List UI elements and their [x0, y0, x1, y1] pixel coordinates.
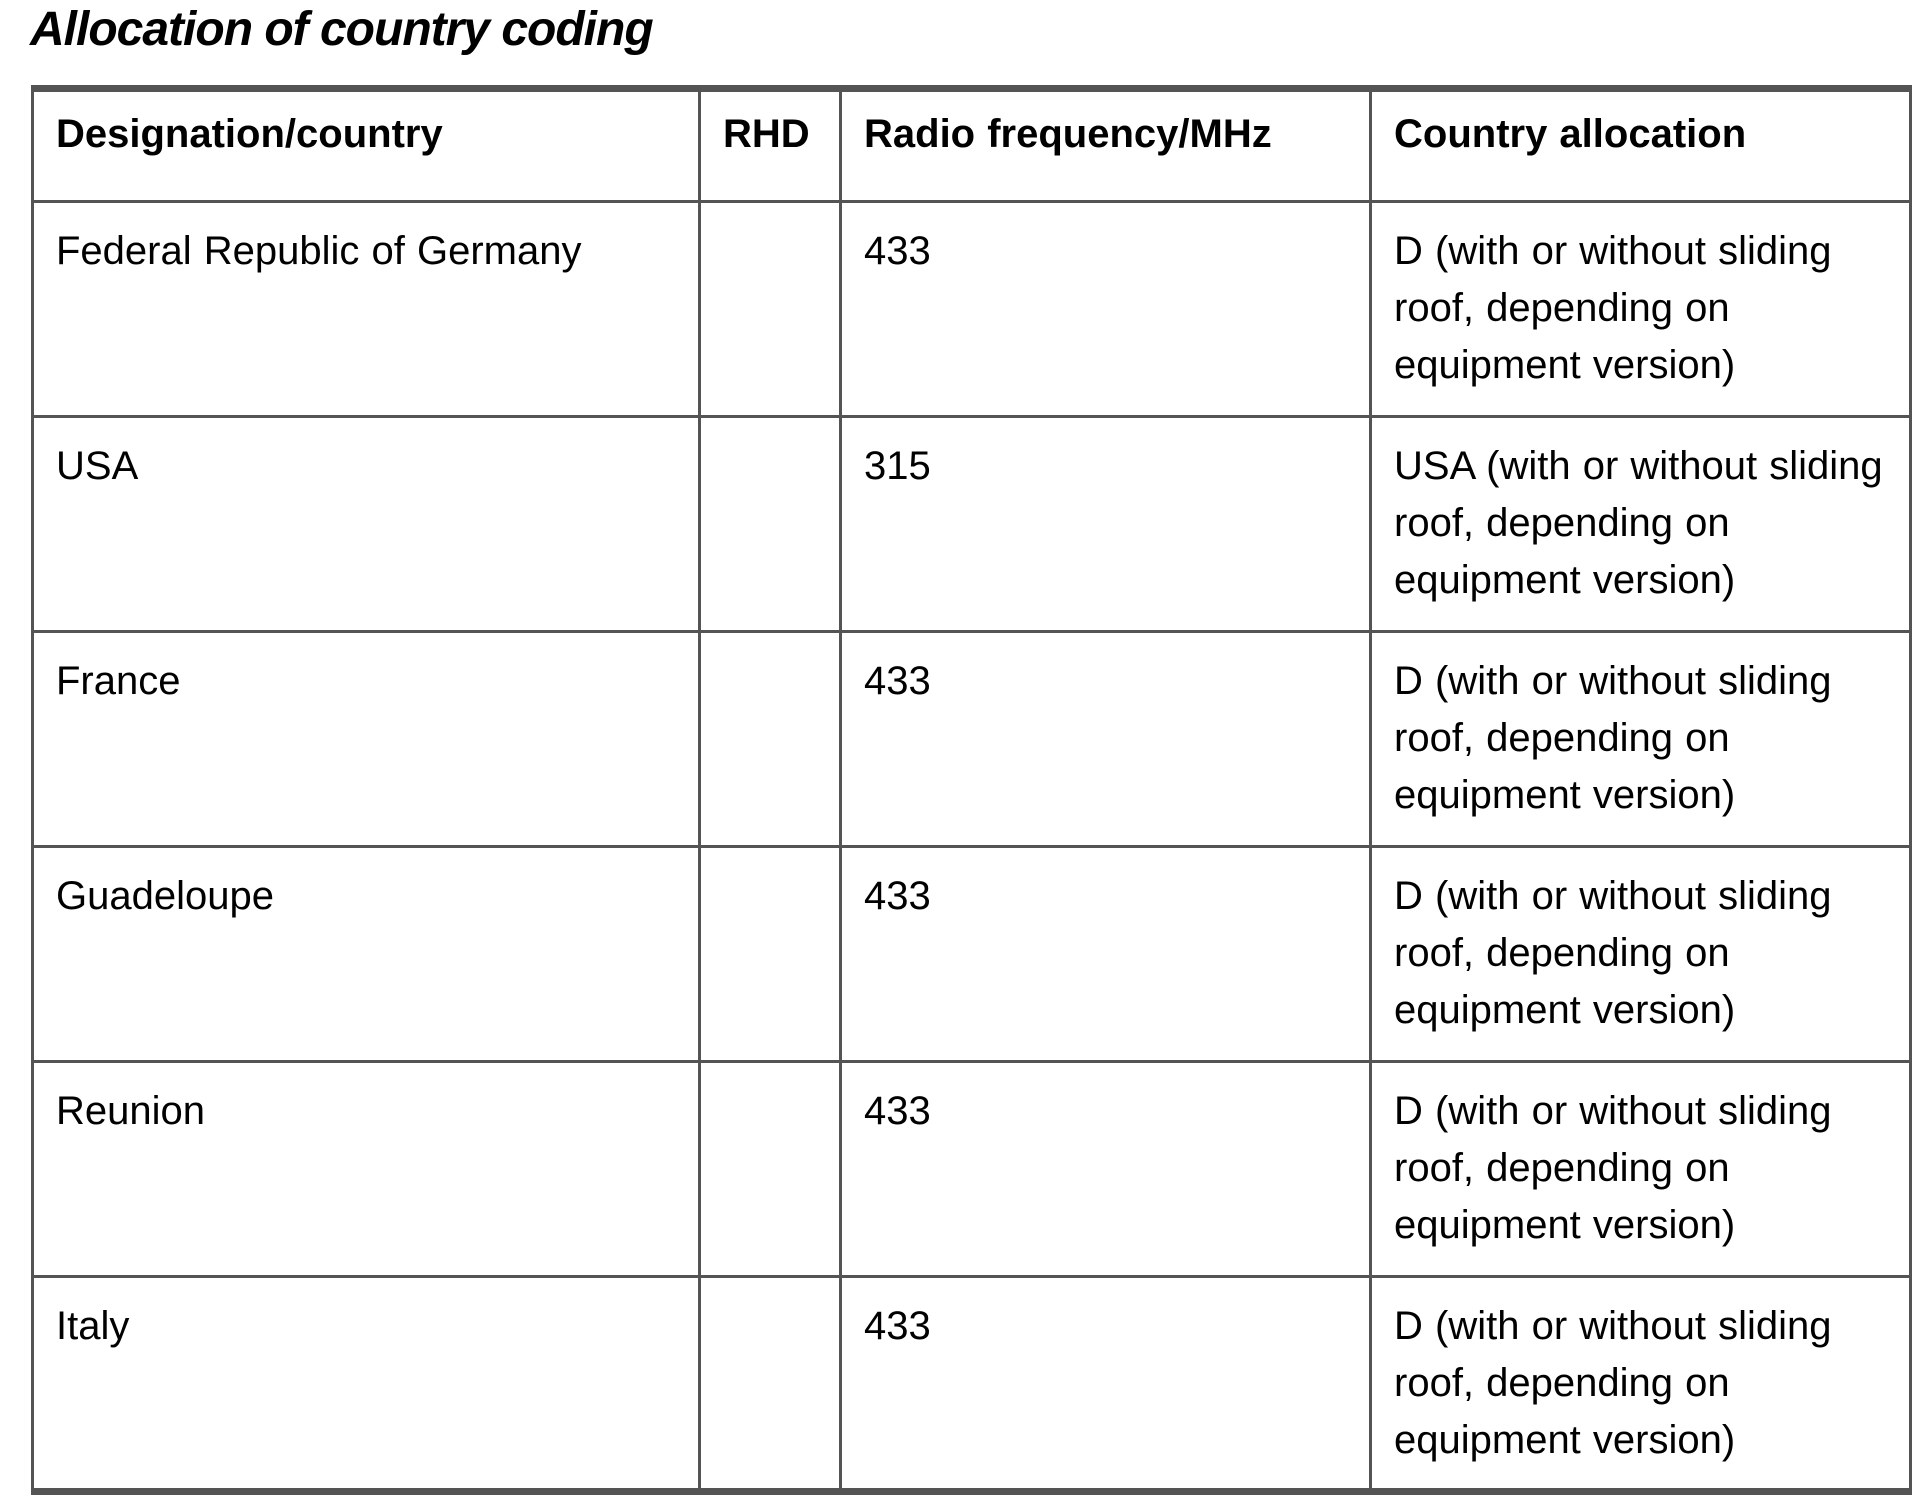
table-row: Reunion 433 D (with or without sliding r…: [31, 1060, 1912, 1278]
table-row: USA 315 USA (with or without sliding roo…: [31, 415, 1912, 633]
cell-allocation: D (with or without sliding roof, dependi…: [1369, 630, 1912, 848]
cell-rhd: [698, 415, 842, 633]
cell-rhd: [698, 630, 842, 848]
table-header: Designation/country RHD Radio frequency/…: [31, 87, 1912, 203]
table-row: Guadeloupe 433 D (with or without slidin…: [31, 845, 1912, 1063]
cell-country: Italy: [31, 1275, 701, 1493]
header-designation-country: Designation/country: [31, 87, 701, 203]
cell-rhd: [698, 200, 842, 418]
cell-country: USA: [31, 415, 701, 633]
page-title: Allocation of country coding: [30, 3, 654, 56]
cell-frequency: 433: [839, 1275, 1372, 1493]
table-body: Federal Republic of Germany 433 D (with …: [31, 200, 1912, 1493]
header-radio-frequency: Radio frequency/MHz: [839, 87, 1372, 203]
cell-frequency: 433: [839, 1060, 1372, 1278]
cell-rhd: [698, 1275, 842, 1493]
header-row: Designation/country RHD Radio frequency/…: [31, 87, 1912, 203]
cell-allocation: D (with or without sliding roof, dependi…: [1369, 200, 1912, 418]
header-country-allocation: Country allocation: [1369, 87, 1912, 203]
cell-country: France: [31, 630, 701, 848]
cell-country: Federal Republic of Germany: [31, 200, 701, 418]
cell-country: Reunion: [31, 1060, 701, 1278]
cell-country: Guadeloupe: [31, 845, 701, 1063]
cell-frequency: 433: [839, 845, 1372, 1063]
cell-frequency: 315: [839, 415, 1372, 633]
table-row: France 433 D (with or without sliding ro…: [31, 630, 1912, 848]
cell-frequency: 433: [839, 630, 1372, 848]
cell-frequency: 433: [839, 200, 1372, 418]
table-row: Federal Republic of Germany 433 D (with …: [31, 200, 1912, 418]
cell-allocation: D (with or without sliding roof, dependi…: [1369, 1060, 1912, 1278]
cell-allocation: D (with or without sliding roof, dependi…: [1369, 1275, 1912, 1493]
header-rhd: RHD: [698, 87, 842, 203]
cell-rhd: [698, 845, 842, 1063]
cell-allocation: USA (with or without sliding roof, depen…: [1369, 415, 1912, 633]
cell-rhd: [698, 1060, 842, 1278]
cell-allocation: D (with or without sliding roof, dependi…: [1369, 845, 1912, 1063]
table-row: Italy 433 D (with or without sliding roo…: [31, 1275, 1912, 1493]
country-coding-table: Designation/country RHD Radio frequency/…: [31, 85, 1912, 1495]
